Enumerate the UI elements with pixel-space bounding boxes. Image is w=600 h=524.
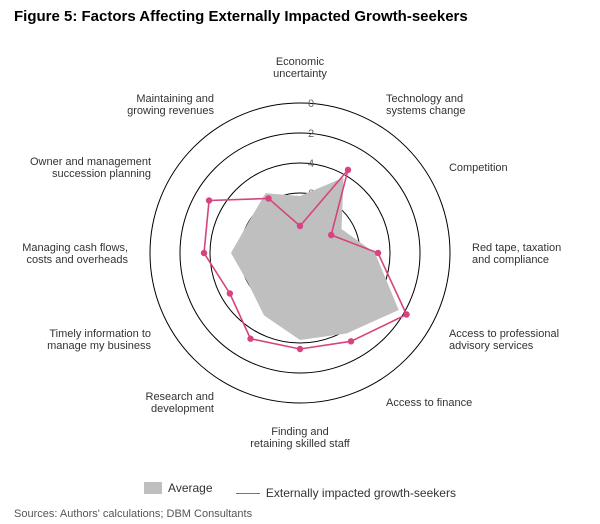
svg-text:Competition: Competition	[449, 162, 508, 174]
legend-label-line: Externally impacted growth-seekers	[266, 486, 456, 500]
svg-text:Timely information tomanage my: Timely information tomanage my business	[47, 328, 151, 352]
legend-label-average: Average	[168, 481, 212, 495]
svg-text:Technology andsystems change: Technology andsystems change	[386, 93, 465, 117]
svg-text:Finding andretaining skilled s: Finding andretaining skilled staff	[250, 426, 350, 450]
svg-text:Access to finance: Access to finance	[386, 397, 472, 409]
svg-text:Maintaining andgrowing revenue: Maintaining andgrowing revenues	[127, 93, 214, 117]
legend-line: Externally impacted growth-seekers	[236, 486, 456, 500]
svg-text:Access to professionaladvisory: Access to professionaladvisory services	[449, 328, 559, 352]
radar-chart: 0246810EconomicuncertaintyTechnology and…	[0, 28, 600, 488]
svg-text:2: 2	[308, 128, 314, 140]
svg-text:Managing cash flows,costs and: Managing cash flows,costs and overheads	[22, 242, 128, 266]
legend-swatch-area	[144, 482, 162, 494]
figure-title: Figure 5: Factors Affecting Externally I…	[0, 0, 600, 25]
sources-text: Sources: Authors' calculations; DBM Cons…	[14, 508, 252, 520]
legend-swatch-line	[236, 493, 260, 494]
legend-average: Average	[144, 481, 212, 495]
svg-text:Owner and managementsuccession: Owner and managementsuccession planning	[30, 156, 151, 180]
legend: Average Externally impacted growth-seeke…	[0, 481, 600, 501]
svg-text:Red tape, taxationand complian: Red tape, taxationand compliance	[472, 242, 561, 266]
svg-text:4: 4	[308, 158, 314, 170]
svg-text:Economicuncertainty: Economicuncertainty	[273, 56, 327, 80]
svg-text:0: 0	[308, 98, 314, 110]
svg-text:Research anddevelopment: Research anddevelopment	[146, 391, 215, 415]
